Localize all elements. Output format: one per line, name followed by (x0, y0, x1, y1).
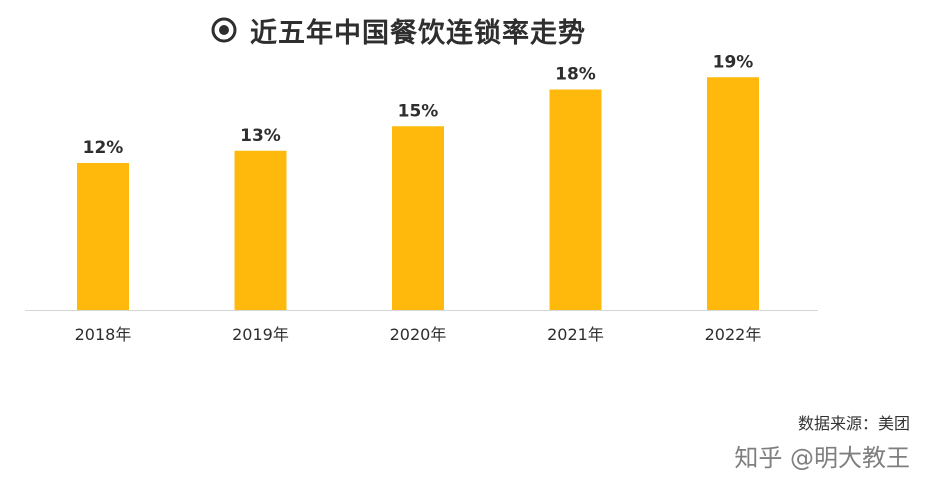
x-tick-label-4: 2022年 (705, 325, 762, 344)
x-tick-label-3: 2021年 (547, 325, 604, 344)
bar-0 (77, 163, 129, 310)
bar-3 (549, 89, 602, 310)
chart-title: 近五年中国餐饮连锁率走势 (250, 17, 586, 49)
x-tick-label-1: 2019年 (232, 325, 289, 344)
data-label-3: 18% (555, 65, 596, 85)
data-label-2: 15% (398, 101, 439, 121)
bar-1 (234, 150, 287, 310)
x-tick-label-2: 2020年 (390, 325, 447, 344)
watermark-text: 知乎 @明大教王 (734, 444, 910, 472)
chart-title-group: 近五年中国餐饮连锁率走势 (210, 12, 586, 49)
data-label-4: 19% (713, 52, 754, 72)
target-circle-icon (211, 17, 237, 43)
data-label-1: 13% (240, 126, 281, 146)
x-tick-label-0: 2018年 (75, 325, 132, 344)
bar-2 (392, 126, 444, 310)
data-label-0: 12% (83, 138, 124, 158)
bar-4 (707, 77, 759, 310)
data-source-note: 数据来源：美团 (797, 414, 910, 433)
